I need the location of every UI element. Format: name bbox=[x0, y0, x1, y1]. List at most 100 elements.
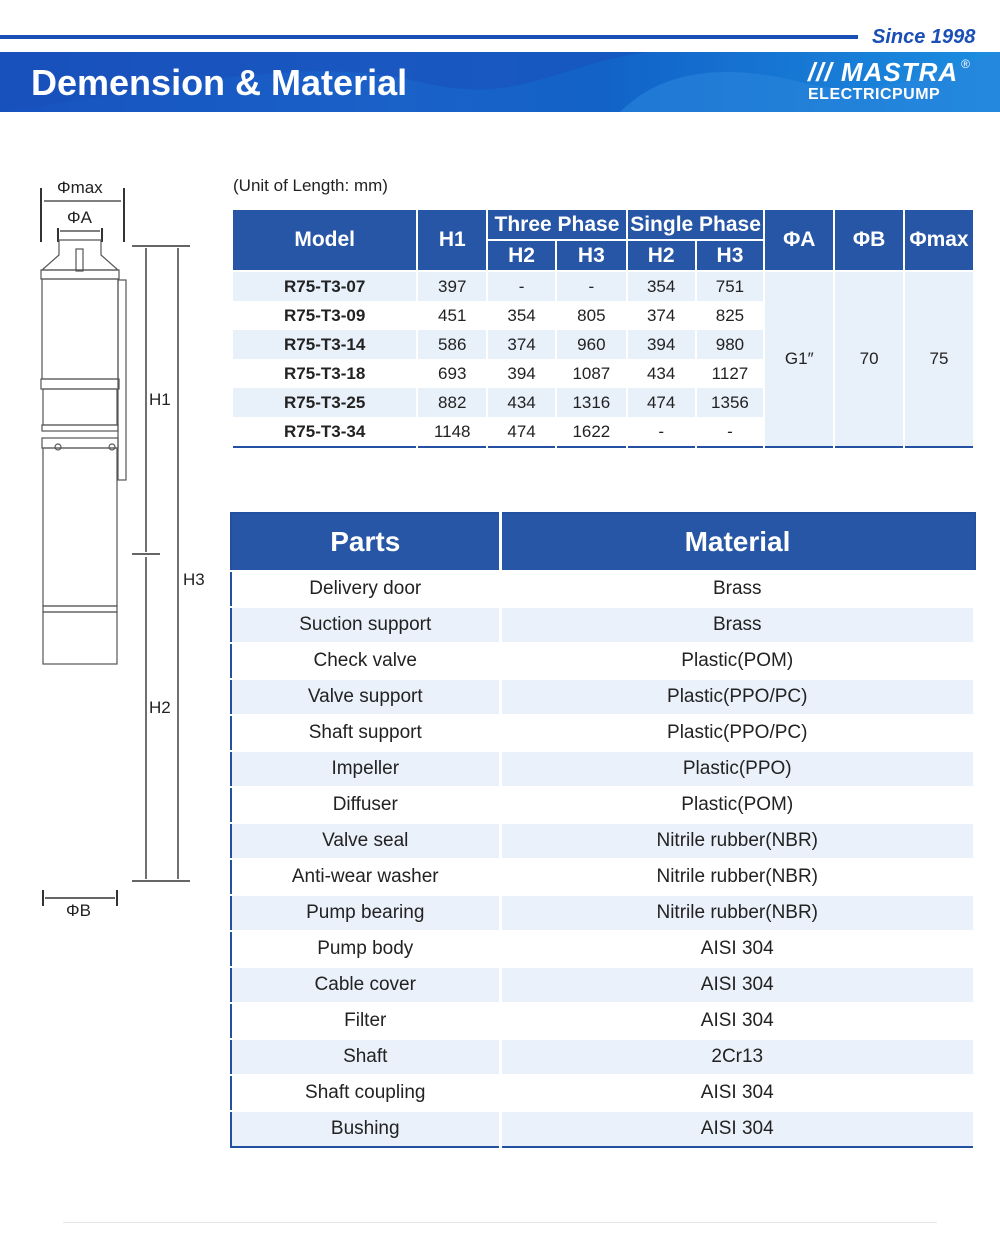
cell-part: Pump body bbox=[231, 930, 502, 967]
cell-three-h2: 354 bbox=[486, 301, 557, 330]
cell-part: Bushing bbox=[231, 1110, 502, 1147]
brand-logo: /// MASTRA ® ELECTRICPUMP bbox=[808, 58, 970, 104]
table-row: Impeller Plastic(PPO) bbox=[231, 750, 976, 787]
table-row: Valve seal Nitrile rubber(NBR) bbox=[231, 822, 976, 859]
cell-three-h3: 1087 bbox=[554, 359, 628, 388]
col-h1: H1 bbox=[416, 208, 489, 272]
table-row: R75-T3-09 451 354 805 374 825 bbox=[230, 301, 974, 330]
cell-part: Shaft coupling bbox=[231, 1074, 502, 1111]
cell-material: AISI 304 bbox=[500, 1074, 976, 1111]
cell-three-h3: 1622 bbox=[554, 417, 628, 447]
cell-h1: 1148 bbox=[416, 417, 489, 447]
logo-sub: ELECTRICPUMP bbox=[808, 86, 941, 103]
cell-material: Nitrile rubber(NBR) bbox=[500, 858, 976, 895]
since-text: Since 1998 bbox=[872, 26, 976, 48]
cell-model: R75-T3-34 bbox=[230, 417, 419, 447]
cell-phimax: 75 bbox=[902, 271, 976, 447]
table-row: Bushing AISI 304 bbox=[231, 1110, 976, 1147]
cell-model: R75-T3-07 bbox=[230, 271, 419, 301]
cell-model: R75-T3-14 bbox=[230, 330, 419, 359]
cell-material: Plastic(POM) bbox=[500, 786, 976, 823]
table-row: Shaft 2Cr13 bbox=[231, 1038, 976, 1075]
cell-part: Delivery door bbox=[231, 570, 502, 607]
cell-single-h2: - bbox=[625, 417, 697, 447]
unit-note: (Unit of Length: mm) bbox=[233, 176, 388, 195]
col-parts: Parts bbox=[231, 513, 502, 571]
cell-part: Impeller bbox=[231, 750, 502, 787]
table-row: R75-T3-34 1148 474 1622- - bbox=[230, 417, 974, 447]
cell-part: Diffuser bbox=[231, 786, 502, 823]
cell-material: Brass bbox=[500, 570, 976, 607]
h1-label: H1 bbox=[149, 390, 171, 409]
cell-h1: 451 bbox=[416, 301, 489, 330]
registered-mark: ® bbox=[961, 57, 970, 71]
table-row: Shaft coupling AISI 304 bbox=[231, 1074, 976, 1111]
cell-material: 2Cr13 bbox=[500, 1038, 976, 1075]
cell-material: Plastic(PPO) bbox=[500, 750, 976, 787]
cell-part: Shaft support bbox=[231, 714, 502, 751]
cell-three-h3: - bbox=[554, 271, 628, 301]
table-row: R75-T3-14 586 374 960 394 980 bbox=[230, 330, 974, 359]
cell-part: Valve seal bbox=[231, 822, 502, 859]
col-phia: ΦA bbox=[763, 208, 836, 272]
cell-material: Brass bbox=[500, 606, 976, 643]
h3-label: H3 bbox=[183, 570, 205, 589]
cell-single-h2: 434 bbox=[625, 359, 697, 388]
logo-mark: MASTRA bbox=[840, 57, 959, 87]
col-three-h2: H2 bbox=[486, 239, 557, 272]
cell-three-h3: 805 bbox=[554, 301, 628, 330]
cell-material: Nitrile rubber(NBR) bbox=[500, 894, 976, 931]
table-row: Valve support Plastic(PPO/PC) bbox=[231, 678, 976, 715]
cell-single-h3: - bbox=[694, 417, 766, 447]
cell-part: Shaft bbox=[231, 1038, 502, 1075]
h2-label: H2 bbox=[149, 698, 171, 717]
cell-three-h3: 960 bbox=[554, 330, 628, 359]
cell-three-h2: - bbox=[486, 271, 557, 301]
cell-phia: G1″ bbox=[763, 271, 836, 447]
cell-single-h3: 980 bbox=[694, 330, 766, 359]
logo-mark-row: /// MASTRA ® bbox=[808, 58, 970, 86]
footer-rule bbox=[63, 1222, 937, 1223]
cell-three-h3: 1316 bbox=[554, 388, 628, 417]
cell-part: Pump bearing bbox=[231, 894, 502, 931]
col-single-h2: H2 bbox=[625, 239, 697, 272]
phia-label: ΦA bbox=[67, 208, 92, 227]
table-row: Check valve Plastic(POM) bbox=[231, 642, 976, 679]
col-single-h3: H3 bbox=[694, 239, 766, 272]
page-title: Demension & Material bbox=[31, 62, 408, 103]
cell-model: R75-T3-09 bbox=[230, 301, 419, 330]
table-row: Anti-wear washer Nitrile rubber(NBR) bbox=[231, 858, 976, 895]
phimax-label: Φmax bbox=[57, 178, 103, 197]
cell-material: AISI 304 bbox=[500, 930, 976, 967]
cell-single-h3: 1127 bbox=[694, 359, 766, 388]
cell-model: R75-T3-18 bbox=[230, 359, 419, 388]
table-row: Suction support Brass bbox=[231, 606, 976, 643]
cell-h1: 882 bbox=[416, 388, 489, 417]
table-row: Shaft support Plastic(PPO/PC) bbox=[231, 714, 976, 751]
col-single-phase: Single Phase bbox=[625, 208, 766, 241]
cell-material: Plastic(PPO/PC) bbox=[500, 714, 976, 751]
phib-label: ΦB bbox=[66, 901, 91, 920]
cell-part: Filter bbox=[231, 1002, 502, 1039]
cell-single-h2: 474 bbox=[625, 388, 697, 417]
col-phib: ΦB bbox=[833, 208, 905, 272]
cell-phib: 70 bbox=[833, 271, 905, 447]
banner-waves bbox=[0, 52, 1000, 112]
table-row: Pump bearing Nitrile rubber(NBR) bbox=[231, 894, 976, 931]
col-model: Model bbox=[230, 208, 419, 272]
table-row: R75-T3-07 397- -354 751 G1″ 70 75 bbox=[230, 271, 976, 447]
cell-part: Check valve bbox=[231, 642, 502, 679]
cell-material: AISI 304 bbox=[500, 1002, 976, 1039]
table-row: Cable cover AISI 304 bbox=[231, 966, 976, 1003]
col-three-h3: H3 bbox=[554, 239, 628, 272]
cell-material: Nitrile rubber(NBR) bbox=[500, 822, 976, 859]
pump-diagram bbox=[40, 188, 190, 906]
table-row: Delivery door Brass bbox=[231, 570, 976, 607]
table-row: R75-T3-25 882 434 1316 474 1356 bbox=[230, 388, 974, 417]
cell-single-h3: 825 bbox=[694, 301, 766, 330]
table-row: R75-T3-18 693 394 1087 434 1127 bbox=[230, 359, 974, 388]
table-row: Pump body AISI 304 bbox=[231, 930, 976, 967]
cell-single-h2: 394 bbox=[625, 330, 697, 359]
cell-single-h3: 1356 bbox=[694, 388, 766, 417]
